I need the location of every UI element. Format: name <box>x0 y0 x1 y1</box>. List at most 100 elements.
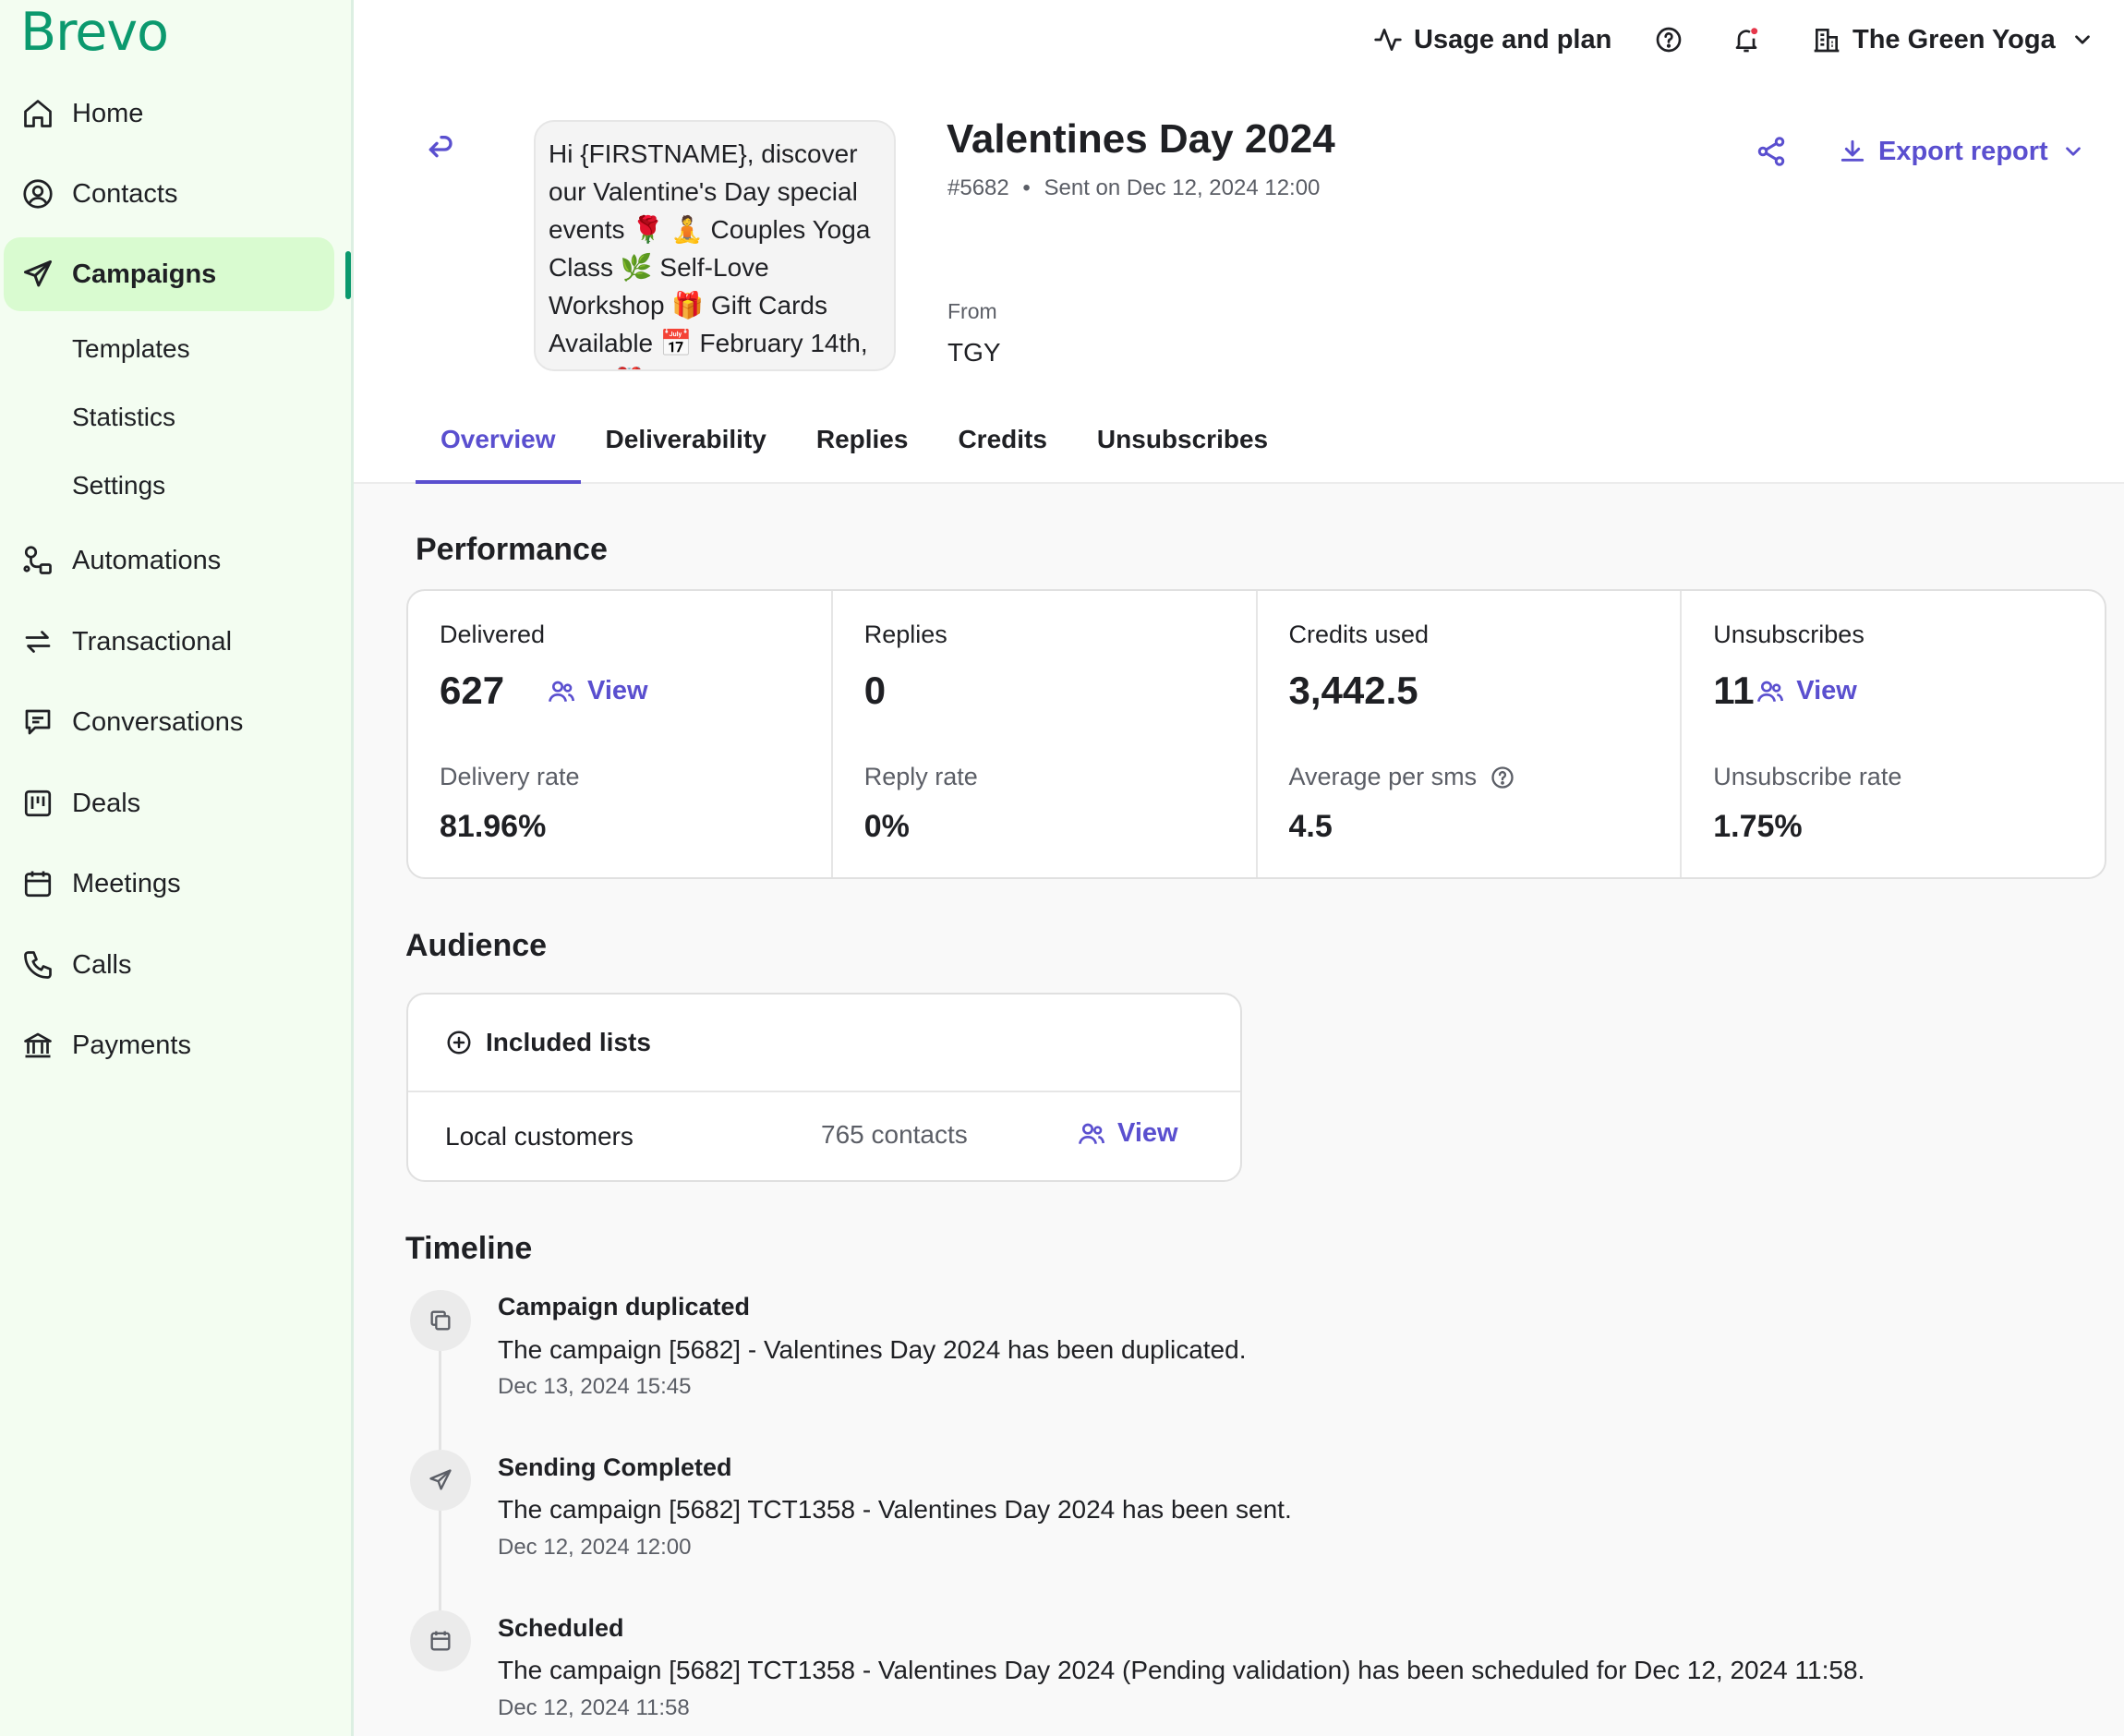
stat-sublabel: Delivery rate <box>440 763 580 790</box>
list-name: Local customers <box>445 1122 634 1151</box>
unsubscribes-stat: Unsubscribes 11 View Unsubscribe rate 1.… <box>1682 591 2105 877</box>
transactional-icon <box>4 625 72 658</box>
sidebar-item-home[interactable]: Home <box>4 77 334 151</box>
performance-title: Performance <box>416 532 608 567</box>
credits-stat: Credits used 3,442.5 Average per sms 4.5 <box>1258 591 1683 877</box>
sidebar-item-label: Meetings <box>72 868 181 898</box>
stat-subvalue: 4.5 <box>1288 809 1333 844</box>
sidebar-subitem-templates[interactable]: Templates <box>72 334 190 363</box>
campaign-id: #5682 <box>947 175 1009 200</box>
export-report-button[interactable]: Export report <box>1838 131 2085 172</box>
sidebar-item-label: Conversations <box>72 706 244 737</box>
notifications-button[interactable] <box>1732 18 1761 61</box>
users-icon <box>1079 1123 1104 1144</box>
stat-label: Unsubscribes <box>1713 621 1865 648</box>
sidebar-item-label: Campaigns <box>72 259 217 289</box>
activity-icon <box>1374 29 1402 51</box>
tabs: Overview Deliverability Replies Credits … <box>416 414 1293 484</box>
help-icon[interactable] <box>1490 765 1515 790</box>
calendar-icon <box>4 867 72 900</box>
sms-preview: Hi {FIRSTNAME}, discover our Valentine's… <box>534 120 896 371</box>
audience-card: Included lists Local customers 765 conta… <box>406 993 1242 1182</box>
phone-icon <box>4 948 72 982</box>
sidebar-item-label: Home <box>72 98 144 128</box>
sidebar-item-payments[interactable]: Payments <box>4 1008 334 1082</box>
sidebar-item-calls[interactable]: Calls <box>4 928 334 1002</box>
undo-arrow-icon <box>428 136 453 158</box>
tab-unsubscribes[interactable]: Unsubscribes <box>1096 425 1269 453</box>
sidebar-subitem-statistics[interactable]: Statistics <box>72 403 176 431</box>
stat-value: 627 <box>440 669 505 712</box>
sidebar-item-label: Calls <box>72 949 132 980</box>
view-unsubscribes-button[interactable]: View <box>1756 676 1857 706</box>
sidebar-item-label: Automations <box>72 545 222 575</box>
sidebar-item-automations[interactable]: Automations <box>4 524 334 597</box>
sidebar: Brevo Home Contacts Campaigns Templates … <box>0 0 354 1736</box>
stat-sublabel: Reply rate <box>863 763 978 790</box>
account-name: The Green Yoga <box>1852 24 2056 54</box>
building-icon <box>1814 29 1840 53</box>
timeline-event-date: Dec 12, 2024 11:58 <box>498 1695 690 1720</box>
replies-stat: Replies 0 Reply rate 0% <box>833 591 1258 877</box>
chevron-down-icon <box>2065 147 2081 156</box>
timeline-event-date: Dec 12, 2024 12:00 <box>498 1535 692 1560</box>
plus-circle-icon <box>447 1031 471 1055</box>
timeline-event-text: The campaign [5682] TCT1358 - Valentines… <box>498 1495 1292 1524</box>
automations-icon <box>4 544 72 577</box>
page-title: Valentines Day 2024 <box>947 116 1335 162</box>
stat-label: Delivered <box>440 621 546 648</box>
view-delivered-button[interactable]: View <box>547 676 648 706</box>
share-icon <box>1757 137 1785 166</box>
sidebar-item-label: Deals <box>72 788 141 818</box>
stat-sublabel: Average per sms <box>1288 763 1478 790</box>
timeline-event-text: The campaign [5682] - Valentines Day 202… <box>498 1335 1247 1364</box>
export-label: Export report <box>1878 136 2048 166</box>
stat-subvalue: 81.96% <box>440 809 547 844</box>
sidebar-subitem-settings[interactable]: Settings <box>72 471 166 500</box>
stat-label: Credits used <box>1288 621 1430 648</box>
stat-value: 11 <box>1713 669 1755 712</box>
usage-and-plan-button[interactable]: Usage and plan <box>1373 18 1611 61</box>
from-label: From <box>947 299 997 323</box>
sidebar-item-transactional[interactable]: Transactional <box>4 605 334 679</box>
tab-replies[interactable]: Replies <box>815 425 909 453</box>
account-switcher[interactable]: The Green Yoga <box>1812 18 2094 61</box>
sidebar-item-label: Contacts <box>72 178 178 209</box>
sidebar-item-label: Payments <box>72 1030 191 1060</box>
tab-deliverability[interactable]: Deliverability <box>605 425 766 453</box>
share-button[interactable] <box>1755 135 1788 168</box>
campaign-meta: #5682 • Sent on Dec 12, 2024 12:00 <box>947 175 1321 200</box>
sidebar-item-deals[interactable]: Deals <box>4 766 334 840</box>
included-lists-header[interactable]: Included lists <box>408 995 1240 1092</box>
tab-overview[interactable]: Overview <box>416 414 581 484</box>
download-icon <box>1840 139 1865 162</box>
from-value: TGY <box>947 338 1001 367</box>
help-icon <box>1656 27 1682 53</box>
timeline-event-title: Sending Completed <box>498 1453 732 1481</box>
timeline-event-title: Campaign duplicated <box>498 1293 751 1320</box>
chevron-down-icon <box>2074 35 2090 44</box>
send-icon <box>4 258 72 291</box>
timeline-event-icon <box>410 1290 471 1351</box>
stat-label: Replies <box>863 621 947 648</box>
help-button[interactable] <box>1654 18 1684 61</box>
duplicate-icon <box>430 1310 451 1331</box>
timeline-event-icon <box>410 1610 471 1671</box>
view-list-button[interactable]: View <box>1077 1118 1178 1149</box>
sidebar-item-conversations[interactable]: Conversations <box>4 685 334 759</box>
timeline-event-icon <box>410 1450 471 1511</box>
back-button[interactable] <box>423 131 460 168</box>
list-item: Local customers 765 contacts View <box>408 1092 1240 1182</box>
sidebar-item-campaigns[interactable]: Campaigns <box>4 237 334 311</box>
sidebar-item-meetings[interactable]: Meetings <box>4 847 334 921</box>
calendar-icon <box>430 1631 451 1651</box>
users-icon <box>549 681 574 702</box>
timeline-event-title: Scheduled <box>498 1614 624 1642</box>
audience-title: Audience <box>405 928 548 963</box>
contacts-icon <box>4 177 72 211</box>
tab-credits[interactable]: Credits <box>958 425 1047 453</box>
sidebar-item-contacts[interactable]: Contacts <box>4 157 334 231</box>
brevo-logo[interactable]: Brevo <box>20 2 169 63</box>
stat-value: 0 <box>863 669 887 712</box>
home-icon <box>4 97 72 130</box>
